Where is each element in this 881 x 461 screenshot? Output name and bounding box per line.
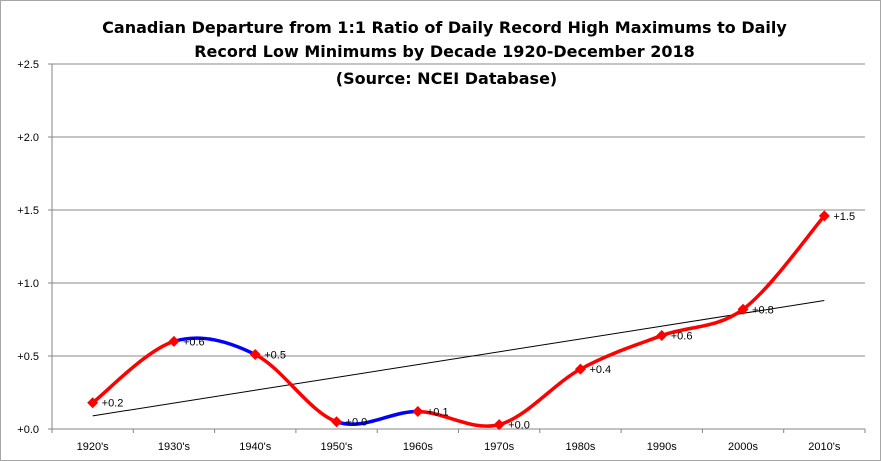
data-label: +0.0: [508, 420, 530, 432]
series-line-segment: [497, 367, 583, 427]
series-line-segment: [741, 214, 827, 312]
data-point-marker: [574, 363, 586, 375]
series-line-segment: [334, 409, 420, 426]
x-tick-label: 1920's: [77, 441, 110, 453]
data-point-marker: [493, 419, 505, 431]
x-tick-label: 1970s: [484, 441, 514, 453]
y-tick-label: +1.0: [17, 278, 39, 290]
data-label: +0.5: [264, 350, 286, 362]
data-label: +0.1: [427, 406, 449, 418]
x-tick-label: 1990s: [647, 441, 677, 453]
data-point-marker: [412, 405, 424, 417]
data-point-marker: [737, 303, 749, 315]
data-point-marker: [656, 330, 668, 342]
trend-line: [92, 300, 825, 417]
data-label: +0.8: [752, 304, 774, 316]
data-label: +0.6: [183, 336, 205, 348]
data-label: +0.2: [102, 398, 124, 410]
chart-title-line-3: (Source: NCEI Database): [335, 69, 558, 88]
data-label: +1.5: [833, 211, 855, 223]
x-tick-label: 2000s: [728, 441, 758, 453]
series-line-segment: [90, 339, 176, 405]
data-label: +0.4: [589, 364, 611, 376]
data-point-marker: [249, 349, 261, 361]
x-tick-label: 1980s: [565, 441, 595, 453]
y-tick-label: +1.5: [17, 205, 39, 217]
x-tick-label: 1940's: [239, 441, 272, 453]
chart-title-line-2: Record Low Minimums by Decade 1920-Decem…: [194, 42, 695, 61]
series-line-segment: [253, 352, 339, 424]
chart-title-line-1: Canadian Departure from 1:1 Ratio of Dai…: [102, 18, 787, 37]
y-tick-label: +0.0: [17, 424, 39, 436]
data-point-marker: [168, 335, 180, 347]
y-tick-label: +0.5: [17, 351, 39, 363]
x-tick-label: 1950's: [321, 441, 354, 453]
x-tick-label: 1930's: [158, 441, 191, 453]
x-tick-label: 2010's: [808, 441, 841, 453]
data-point-marker: [818, 210, 830, 222]
series-line-segment: [416, 409, 501, 428]
y-tick-label: +2.5: [17, 59, 39, 71]
y-tick-label: +2.0: [17, 132, 39, 144]
data-label: +0.0: [346, 417, 368, 429]
series-line-segment: [172, 336, 257, 357]
data-label: +0.6: [671, 331, 693, 343]
series-line-segment: [578, 333, 664, 371]
series-line-segment: [660, 307, 745, 338]
data-point-marker: [331, 416, 343, 428]
x-tick-label: 1960s: [403, 441, 433, 453]
data-point-marker: [87, 397, 99, 409]
